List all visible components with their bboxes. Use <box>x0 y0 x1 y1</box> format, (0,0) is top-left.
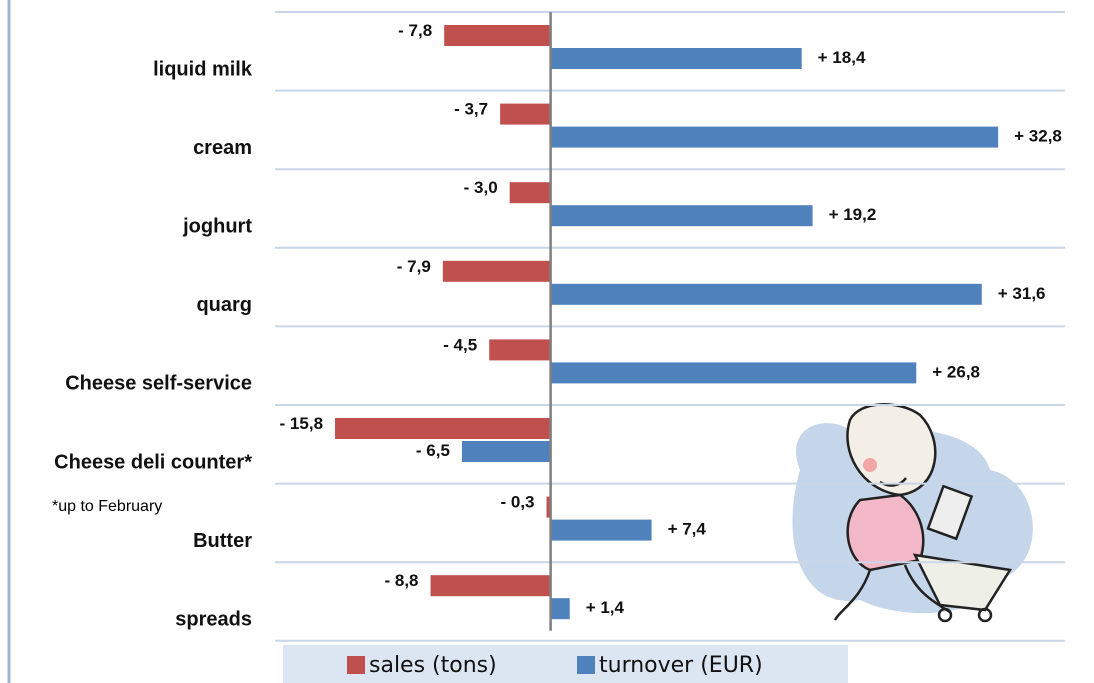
value-label: - 0,3 <box>500 493 534 512</box>
legend-label: sales (tons) <box>369 653 497 678</box>
bar <box>443 261 551 282</box>
category-label: cream <box>193 137 252 159</box>
category-label: Butter <box>193 530 252 552</box>
bar <box>551 48 802 69</box>
value-label: - 6,5 <box>416 441 450 460</box>
chart: *up to February liquid milk - 7,8 + 18,4 cr… <box>0 0 1094 683</box>
value-label: + 18,4 <box>818 48 866 67</box>
value-label: + 26,8 <box>932 362 980 381</box>
category-label: joghurt <box>182 215 252 237</box>
bar <box>551 598 570 619</box>
bar <box>551 284 982 305</box>
value-label: + 7,4 <box>668 520 707 539</box>
value-label: + 19,2 <box>829 205 877 224</box>
value-label: - 4,5 <box>443 335 477 354</box>
legend-swatch <box>347 656 365 674</box>
annotation: *up to February <box>52 498 162 515</box>
bar <box>551 205 813 226</box>
legend-box <box>283 645 848 683</box>
legend-label: turnover (EUR) <box>599 653 763 678</box>
clipart <box>793 404 1033 621</box>
value-label: - 3,0 <box>464 178 498 197</box>
value-label: + 1,4 <box>586 598 625 617</box>
category-label: Cheese deli counter* <box>54 451 252 473</box>
value-label: - 7,9 <box>397 257 431 276</box>
value-label: - 8,8 <box>385 571 419 590</box>
category-label: quarg <box>196 294 252 316</box>
bar <box>510 182 551 203</box>
bar <box>335 418 551 439</box>
value-label: + 31,6 <box>998 284 1046 303</box>
category-label: liquid milk <box>153 58 253 80</box>
value-label: - 3,7 <box>454 100 488 119</box>
legend-swatch <box>577 656 595 674</box>
bar <box>551 127 999 148</box>
bar <box>551 520 652 541</box>
bar <box>500 104 550 125</box>
value-label: - 7,8 <box>398 21 432 40</box>
bar <box>462 441 551 462</box>
bar <box>489 339 550 360</box>
category-label: spreads <box>175 608 252 630</box>
bar <box>431 575 551 596</box>
category-label: Cheese self-service <box>65 373 252 395</box>
value-label: - 15,8 <box>280 414 323 433</box>
bar <box>551 362 917 383</box>
value-label: + 32,8 <box>1014 127 1062 146</box>
bar <box>444 25 550 46</box>
